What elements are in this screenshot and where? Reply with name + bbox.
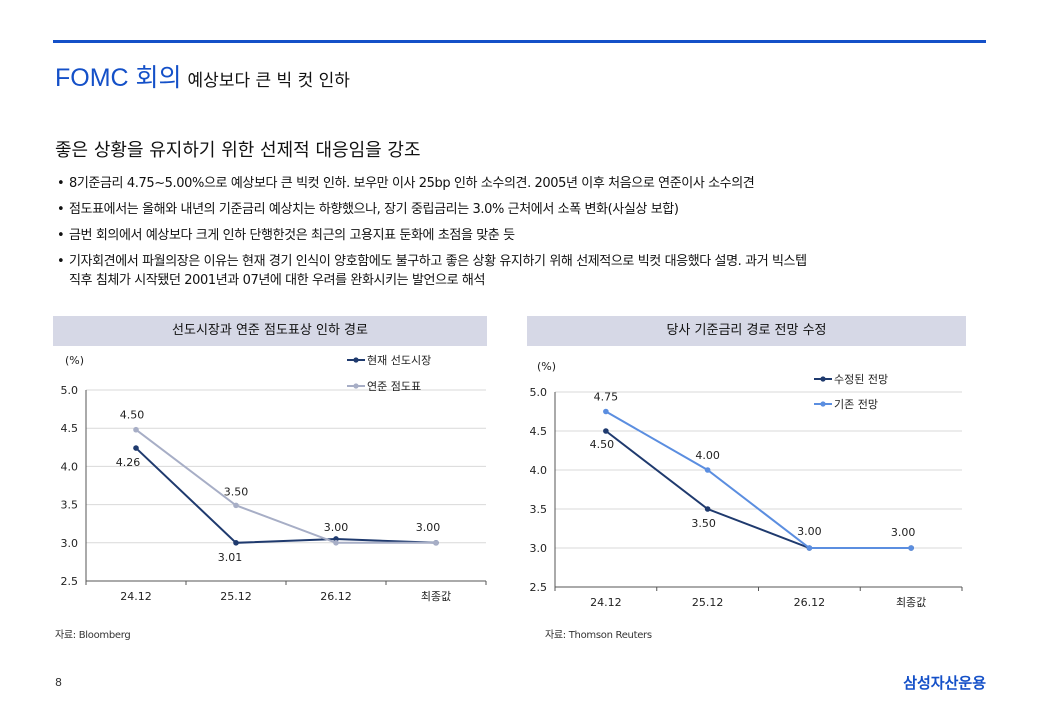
bullet-list: • 8기준금리 4.75~5.00%으로 예상보다 큰 빅컷 인하. 보우만 이사… bbox=[57, 174, 992, 297]
page-number: 8 bbox=[55, 676, 62, 689]
bullet-item: • 기자회견에서 파월의장은 이유는 현재 경기 인식이 양호함에도 불구하고 좋… bbox=[57, 252, 992, 290]
y-tick-label: 5.0 bbox=[61, 384, 79, 397]
data-point bbox=[704, 467, 711, 473]
legend-marker bbox=[820, 376, 826, 382]
title-main: FOMC 회의 bbox=[55, 64, 182, 92]
y-tick-label: 3.5 bbox=[61, 499, 79, 512]
data-point bbox=[908, 545, 914, 551]
series-line-2 bbox=[135, 428, 436, 544]
chart2-title: 당사 기준금리 경로 전망 수정 bbox=[527, 316, 966, 346]
data-label: 3.00 bbox=[416, 521, 441, 534]
chart1-source: 자료: Bloomberg bbox=[55, 630, 131, 641]
bullet-item: • 8기준금리 4.75~5.00%으로 예상보다 큰 빅컷 인하. 보우만 이사… bbox=[57, 174, 992, 193]
bullet-dot: • bbox=[57, 228, 65, 243]
y-tick-label: 4.5 bbox=[61, 422, 79, 435]
data-point bbox=[603, 428, 609, 434]
bullet-dot: • bbox=[57, 202, 65, 217]
title-sub: 예상보다 큰 빅 컷 인하 bbox=[187, 71, 350, 91]
data-label: 4.26 bbox=[116, 456, 141, 469]
top-rule bbox=[53, 40, 986, 43]
bullet-text: 금번 회의에서 예상보다 크게 인하 단행한것은 최근의 고용지표 둔화에 초점… bbox=[69, 228, 515, 243]
series-line-1 bbox=[605, 430, 912, 549]
data-point bbox=[333, 540, 339, 546]
y-tick-label: 4.5 bbox=[530, 425, 548, 438]
data-point bbox=[133, 426, 139, 433]
data-label: 3.00 bbox=[891, 526, 916, 539]
data-point bbox=[233, 502, 239, 509]
y-axis-unit: (%) bbox=[537, 360, 556, 373]
x-tick-label: 최종값 bbox=[421, 590, 451, 603]
x-tick-label: 25.12 bbox=[692, 596, 724, 609]
data-point bbox=[806, 545, 813, 551]
y-tick-label: 5.0 bbox=[530, 386, 548, 399]
chart1-plot: (%) 5.0 4.5 4.0 3.5 3.0 2.5 24.12 25.12 26.12 최종값 4… bbox=[61, 354, 487, 603]
y-axis-unit: (%) bbox=[65, 354, 84, 367]
data-point bbox=[133, 445, 139, 451]
data-point bbox=[603, 408, 609, 415]
y-tick-label: 3.0 bbox=[530, 542, 548, 555]
data-label: 3.00 bbox=[324, 521, 349, 534]
bullet-dot: • bbox=[57, 254, 65, 269]
x-tick-label: 최종값 bbox=[896, 596, 926, 609]
y-tick-label: 2.5 bbox=[61, 575, 79, 588]
legend-marker bbox=[353, 383, 359, 389]
legend-marker bbox=[353, 357, 359, 363]
y-tick-label: 4.0 bbox=[61, 460, 79, 473]
brand-logo-text: 삼성자산운용 bbox=[903, 674, 986, 692]
page-title: FOMC 회의 예상보다 큰 빅 컷 인하 bbox=[55, 58, 350, 94]
legend-marker bbox=[820, 401, 826, 407]
data-label: 4.50 bbox=[120, 409, 145, 422]
legend-label: 현재 선도시장 bbox=[367, 354, 431, 367]
data-label: 4.00 bbox=[695, 449, 720, 462]
bullet-text-continued: 직후 침체가 시작됐던 2001년과 07년에 대한 우려를 완화시키는 발언으… bbox=[69, 273, 486, 288]
data-label: 3.00 bbox=[797, 525, 822, 538]
chart2-source: 자료: Thomson Reuters bbox=[545, 630, 652, 641]
legend-label: 수정된 전망 bbox=[834, 373, 888, 386]
data-label: 4.75 bbox=[594, 391, 619, 404]
y-tick-label: 2.5 bbox=[530, 581, 548, 594]
legend-label: 기존 전망 bbox=[834, 398, 878, 411]
series-line-2 bbox=[605, 410, 912, 549]
bullet-text: 점도표에서는 올해와 내년의 기준금리 예상치는 하향했으나, 장기 중립금리는… bbox=[69, 202, 679, 217]
chart1-title: 선도시장과 연준 점도표상 인하 경로 bbox=[53, 316, 487, 346]
data-point bbox=[704, 506, 711, 512]
y-tick-label: 4.0 bbox=[530, 464, 548, 477]
data-point bbox=[433, 540, 439, 546]
x-tick-label: 26.12 bbox=[794, 596, 826, 609]
x-tick-label: 24.12 bbox=[590, 596, 622, 609]
x-tick-label: 26.12 bbox=[320, 590, 352, 603]
chart2-plot: (%) 5.0 4.5 4.0 3.5 3.0 2.5 24.12 25.12 26.12 최종값 4… bbox=[530, 360, 963, 609]
bullet-text: 기자회견에서 파월의장은 이유는 현재 경기 인식이 양호함에도 불구하고 좋은… bbox=[69, 254, 807, 269]
data-label: 4.50 bbox=[590, 438, 615, 451]
bullet-item: • 금번 회의에서 예상보다 크게 인하 단행한것은 최근의 고용지표 둔화에 초… bbox=[57, 226, 992, 245]
legend-label: 연준 점도표 bbox=[367, 380, 421, 393]
bullet-item: • 점도표에서는 올해와 내년의 기준금리 예상치는 하향했으나, 장기 중립금리… bbox=[57, 200, 992, 219]
headline: 좋은 상황을 유지하기 위한 선제적 대응임을 강조 bbox=[55, 140, 421, 161]
series-line-1 bbox=[135, 447, 437, 544]
y-tick-label: 3.5 bbox=[530, 503, 548, 516]
y-tick-label: 3.0 bbox=[61, 537, 79, 550]
data-point bbox=[233, 540, 239, 546]
x-tick-label: 25.12 bbox=[220, 590, 252, 603]
data-label: 3.01 bbox=[218, 551, 243, 564]
data-label: 3.50 bbox=[224, 485, 249, 498]
data-label: 3.50 bbox=[691, 517, 716, 530]
bullet-dot: • bbox=[57, 176, 65, 191]
bullet-text: 8기준금리 4.75~5.00%으로 예상보다 큰 빅컷 인하. 보우만 이사 … bbox=[69, 176, 755, 191]
x-tick-label: 24.12 bbox=[120, 590, 152, 603]
